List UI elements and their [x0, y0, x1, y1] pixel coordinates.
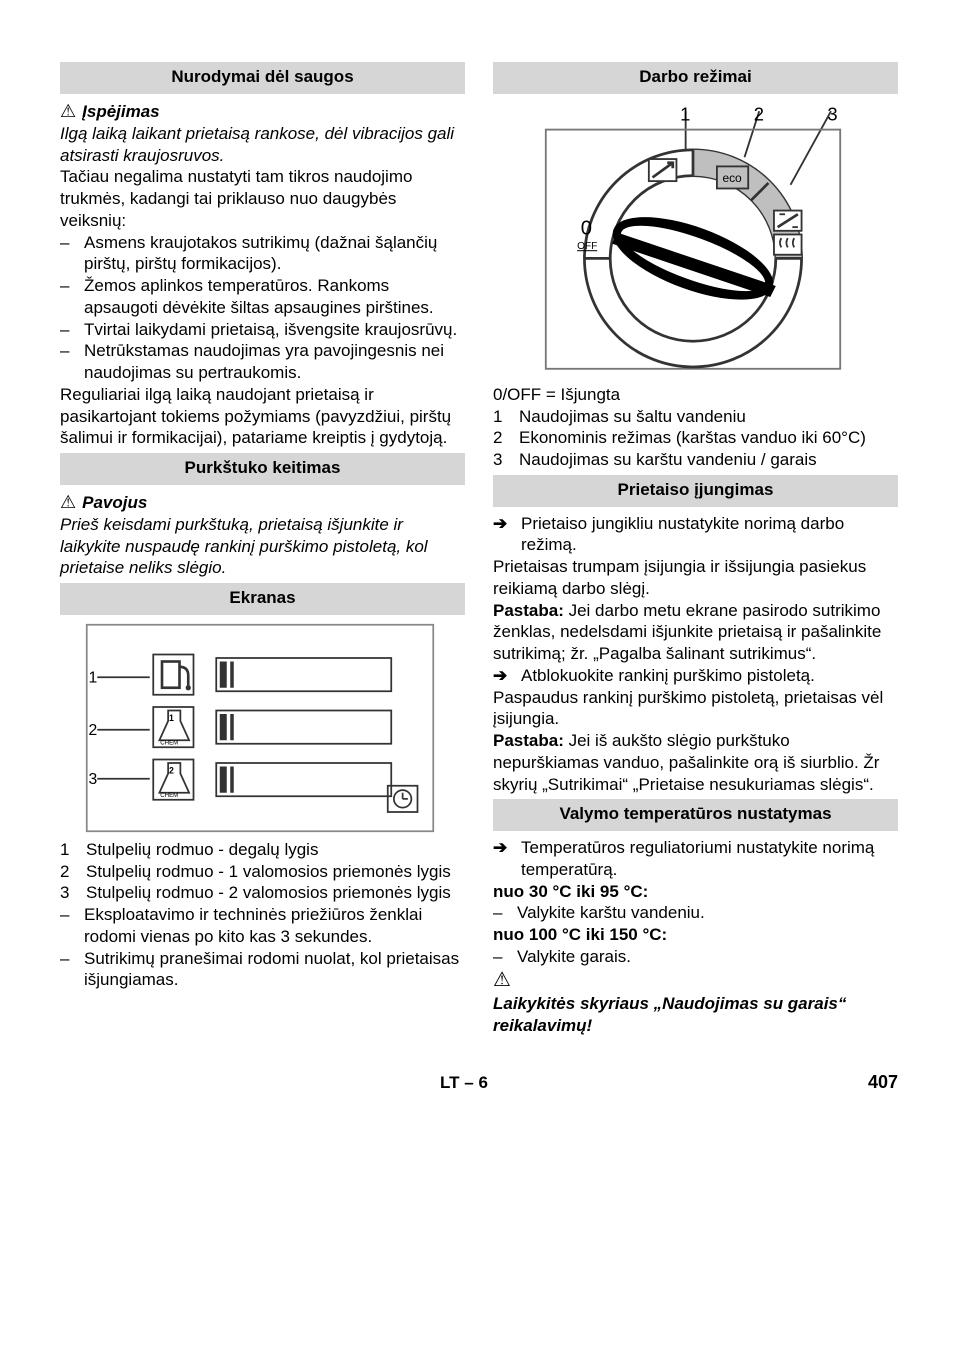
step-text: Prietaiso jungikliu nustatykite norimą d…	[521, 513, 898, 557]
dash: –	[60, 904, 70, 948]
bullet-text: Valykite garais.	[517, 946, 631, 968]
display-notes: –Eksploatavimo ir techninės priežiūros ž…	[60, 904, 465, 991]
dash: –	[60, 232, 70, 276]
legend-text: Stulpelių rodmuo - 1 valomosios priemonė…	[86, 861, 451, 883]
display-legend: 1 Stulpelių rodmuo - degalų lygis 2 Stulpe…	[60, 839, 465, 904]
bullet-text: Valykite karštu vandeniu.	[517, 902, 705, 924]
section-power-on: Prietaiso įjungimas	[493, 475, 898, 507]
mode-off: 0/OFF = Išjungta	[493, 384, 898, 406]
bullet-text: Sutrikimų pranešimai rodomi nuolat, kol …	[84, 948, 465, 992]
mode-text: Naudojimas su karštu vandeniu / garais	[519, 449, 817, 471]
step-item: ➔Temperatūros reguliatoriumi nustatykite…	[493, 837, 898, 881]
safety-outro: Reguliariai ilgą laiką naudojant prietai…	[60, 384, 465, 449]
page-number: 407	[868, 1071, 898, 1094]
legend-text: Stulpelių rodmuo - degalų lygis	[86, 839, 318, 861]
svg-text:1: 1	[169, 713, 174, 723]
svg-text:2: 2	[169, 765, 174, 775]
bullet-text: Asmens kraujotakos sutrikimų (dažnai šąl…	[84, 232, 465, 276]
dash: –	[493, 946, 503, 968]
mode-text: Naudojimas su šaltu vandeniu	[519, 406, 746, 428]
warning-body: Ilgą laiką laikant prietaisą rankose, dė…	[60, 123, 465, 167]
warning-icon: ⚠	[60, 491, 76, 514]
svg-text:3: 3	[827, 103, 837, 124]
warning-icon: ⚠	[60, 100, 76, 123]
arrow-icon: ➔	[493, 665, 511, 687]
legend-num: 3	[60, 882, 74, 904]
bullet-text: Netrūkstamas naudojimas yra pavojingesni…	[84, 340, 465, 384]
on-para2: Paspaudus rankinį purškimo pistoletą, pr…	[493, 687, 898, 731]
dash: –	[60, 948, 70, 992]
legend-num: 1	[493, 406, 507, 428]
bullet-text: Žemos aplinkos temperatūros. Rankoms aps…	[84, 275, 465, 319]
step-text: Atblokuokite rankinį purškimo pistoletą.	[521, 665, 815, 687]
dash: –	[493, 902, 503, 924]
legend-num: 2	[493, 427, 507, 449]
note2: Pastaba: Jei iš aukšto slėgio purkštuko …	[493, 730, 898, 795]
svg-text:OFF: OFF	[577, 241, 597, 252]
final-warning: Laikykitės skyriaus „Naudojimas su garai…	[493, 993, 898, 1037]
section-modes: Darbo režimai	[493, 62, 898, 94]
section-display: Ekranas	[60, 583, 465, 615]
dash: –	[60, 340, 70, 384]
svg-text:0: 0	[581, 217, 592, 239]
section-temp: Valymo temperatūros nustatymas	[493, 799, 898, 831]
temp-range-1: nuo 30 °C iki 95 °C:	[493, 881, 898, 903]
legend-num: 1	[60, 839, 74, 861]
step-text: Temperatūros reguliatoriumi nustatykite …	[521, 837, 898, 881]
step-item: ➔Prietaiso jungikliu nustatykite norimą …	[493, 513, 898, 557]
svg-text:eco: eco	[722, 171, 742, 185]
svg-text:1: 1	[680, 103, 690, 124]
svg-text:CHEM: CHEM	[160, 792, 178, 799]
on-para1: Prietaisas trumpam įsijungia ir išsijung…	[493, 556, 898, 600]
dash: –	[60, 319, 70, 341]
section-safety: Nurodymai dėl saugos	[60, 62, 465, 94]
warning-label: Įspėjimas	[82, 101, 160, 123]
page-footer: LT – 6 407	[60, 1071, 898, 1094]
display-figure: 1 2 3 1 CHEM	[60, 623, 465, 833]
danger-heading: ⚠ Pavojus	[60, 491, 465, 514]
warning-icon: ⚠	[493, 968, 898, 994]
danger-label: Pavojus	[82, 492, 147, 514]
note-prefix: Pastaba:	[493, 601, 564, 620]
section-nozzle: Purkštuko keitimas	[60, 453, 465, 485]
svg-text:2: 2	[754, 103, 764, 124]
legend-num: 2	[60, 861, 74, 883]
warning-heading: ⚠ Įspėjimas	[60, 100, 465, 123]
step-item: ➔ Atblokuokite rankinį purškimo pistoletą…	[493, 665, 898, 687]
dash: –	[60, 275, 70, 319]
legend-text: Stulpelių rodmuo - 2 valomosios priemonė…	[86, 882, 451, 904]
svg-text:CHEM: CHEM	[160, 739, 178, 746]
footer-center: LT – 6	[60, 1072, 868, 1094]
mode-list: 1 Naudojimas su šaltu vandeniu 2 Ekonomini…	[493, 406, 898, 471]
danger-body: Prieš keisdami purkštuką, prietaisą išju…	[60, 514, 465, 579]
note1: Pastaba: Jei darbo metu ekrane pasirodo …	[493, 600, 898, 665]
safety-bullets: –Asmens kraujotakos sutrikimų (dažnai šą…	[60, 232, 465, 384]
arrow-icon: ➔	[493, 513, 511, 557]
dial-figure: 1 2 3 0 OFF	[493, 102, 898, 378]
mode-text: Ekonominis režimas (karštas vanduo iki 6…	[519, 427, 866, 449]
bullet-text: Tvirtai laikydami prietaisą, išvengsite …	[84, 319, 457, 341]
legend-num: 3	[493, 449, 507, 471]
svg-text:1: 1	[89, 669, 98, 686]
safety-intro: Tačiau negalima nustatyti tam tikros nau…	[60, 166, 465, 231]
svg-text:3: 3	[89, 771, 98, 788]
arrow-icon: ➔	[493, 837, 511, 881]
temp-range-2: nuo 100 °C iki 150 °C:	[493, 924, 898, 946]
note-prefix: Pastaba:	[493, 731, 564, 750]
bullet-text: Eksploatavimo ir techninės priežiūros že…	[84, 904, 465, 948]
svg-text:2: 2	[89, 722, 98, 739]
